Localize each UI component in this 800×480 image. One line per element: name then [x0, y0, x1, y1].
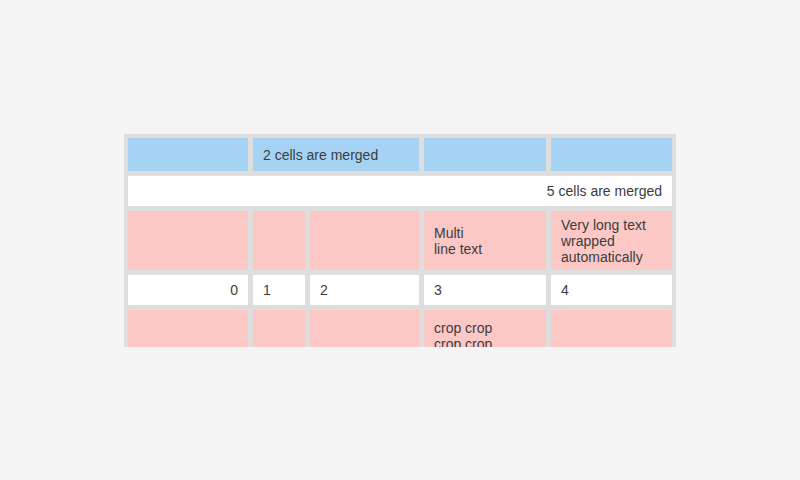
number-cell-0[interactable]: 0 — [128, 275, 248, 305]
table-cell-r4c1[interactable] — [253, 310, 305, 347]
number-0-label: 0 — [230, 282, 238, 298]
long-text-label: Very long text wrapped automatically — [561, 217, 662, 265]
table-cell-r2c2[interactable] — [310, 211, 419, 270]
table-cell-r0c4[interactable] — [551, 138, 672, 171]
crop-text-label: crop crop crop crop — [434, 320, 522, 347]
merged-2-cell[interactable]: 2 cells are merged — [253, 138, 419, 171]
merged-5-cell[interactable]: 5 cells are merged — [128, 176, 672, 206]
table-cell-r0c3[interactable] — [424, 138, 546, 171]
number-cell-1[interactable]: 1 — [253, 275, 305, 305]
number-1-label: 1 — [263, 282, 271, 298]
number-2-label: 2 — [320, 282, 328, 298]
table-grid: 2 cells are merged 5 cells are merged Mu… — [124, 134, 676, 347]
table-cell-r4c2[interactable] — [310, 310, 419, 347]
table-cell-r0c0[interactable] — [128, 138, 248, 171]
table-cell-r4c0[interactable] — [128, 310, 248, 347]
crop-text-cell[interactable]: crop crop crop crop — [424, 310, 546, 347]
long-text-cell[interactable]: Very long text wrapped automatically — [551, 211, 672, 270]
multi-line-cell[interactable]: Multi line text — [424, 211, 546, 270]
merged-5-label: 5 cells are merged — [547, 183, 662, 199]
number-cell-4[interactable]: 4 — [551, 275, 672, 305]
table-cell-r2c1[interactable] — [253, 211, 305, 270]
table-widget[interactable]: 2 cells are merged 5 cells are merged Mu… — [124, 134, 676, 347]
multi-line-label: Multi line text — [434, 225, 482, 257]
number-4-label: 4 — [561, 282, 569, 298]
table-cell-r2c0[interactable] — [128, 211, 248, 270]
number-3-label: 3 — [434, 282, 442, 298]
table-cell-r4c4[interactable] — [551, 310, 672, 347]
number-cell-2[interactable]: 2 — [310, 275, 419, 305]
number-cell-3[interactable]: 3 — [424, 275, 546, 305]
merged-2-label: 2 cells are merged — [263, 147, 378, 163]
